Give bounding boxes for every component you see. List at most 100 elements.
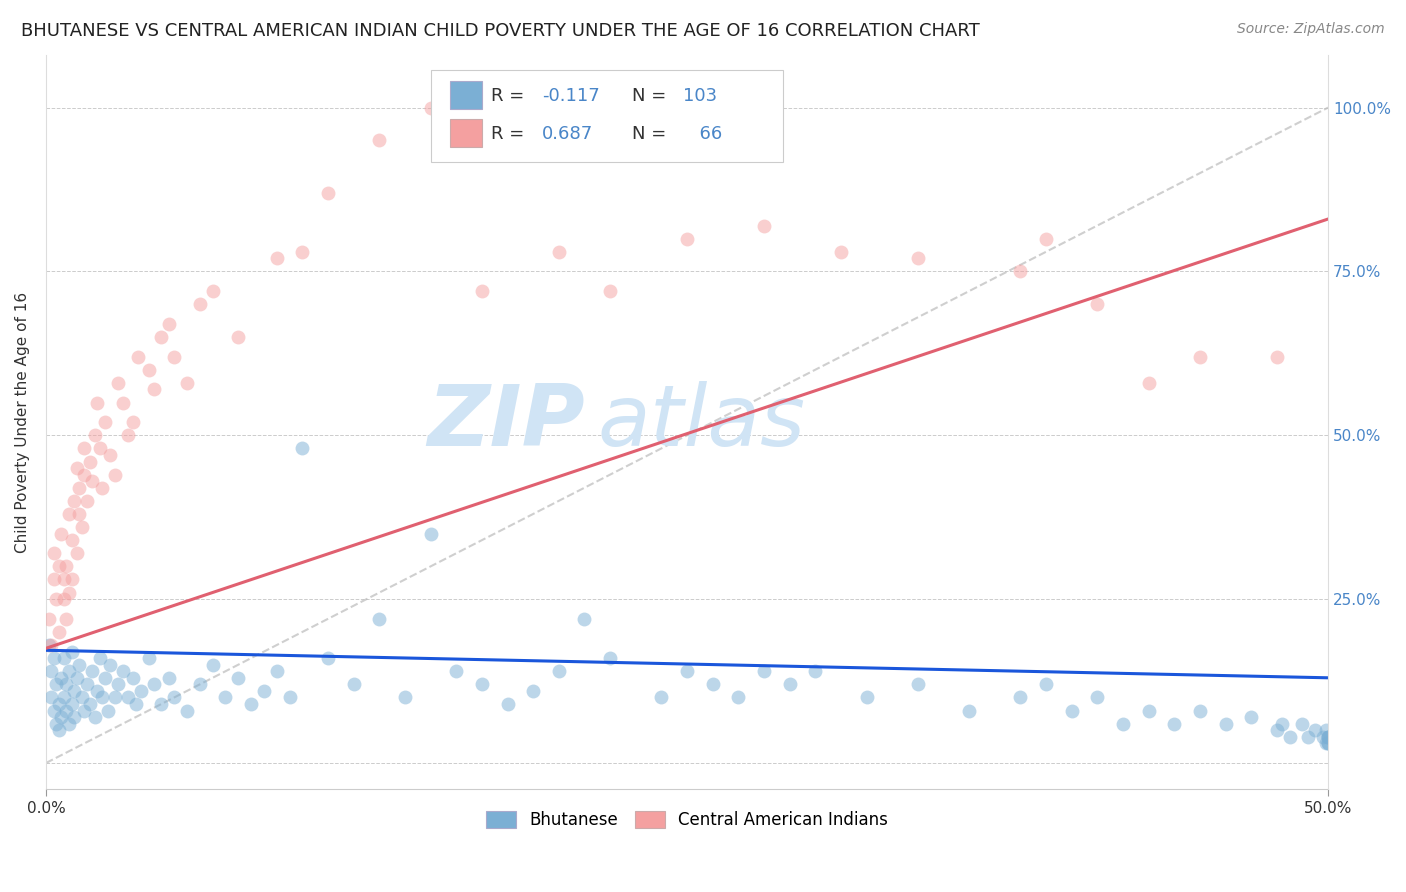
Point [907,677,929,691]
Point [63,710,86,724]
Point [188,677,211,691]
Text: 66: 66 [689,125,723,143]
Point [188,297,211,311]
Point [82,474,104,488]
Point [855,690,877,705]
Point [117,428,139,442]
Point [547,665,569,679]
Point [38,612,60,626]
Point [39,690,62,705]
Point [1265,350,1288,364]
Point [63,493,86,508]
Point [1188,704,1211,718]
Point [142,383,165,397]
Point [176,704,198,718]
Point [650,690,672,705]
Point [73,704,96,718]
Point [1315,736,1337,750]
Point [1060,704,1083,718]
Point [91,481,114,495]
Point [1085,690,1108,705]
Point [107,677,129,691]
Point [58,585,80,599]
Point [1317,730,1340,744]
Point [66,671,89,685]
Point [55,677,77,691]
Point [1137,704,1160,718]
Point [52,651,75,665]
Point [547,244,569,259]
Point [39,665,62,679]
Point [39,638,62,652]
Point [1215,716,1237,731]
Point [76,493,98,508]
Point [79,697,101,711]
Point [1271,716,1294,731]
Point [63,684,86,698]
Point [343,677,366,691]
Point [58,716,80,731]
Point [45,716,67,731]
Point [45,677,67,691]
Point [1035,677,1057,691]
Point [60,533,83,548]
Point [804,665,827,679]
Point [1085,297,1108,311]
Point [278,690,301,705]
Point [48,624,70,639]
Point [89,651,111,665]
Point [48,723,70,738]
Point [60,573,83,587]
Text: R =: R = [491,87,530,104]
Point [471,677,494,691]
Point [51,710,73,724]
Point [419,101,441,115]
Point [55,559,77,574]
Point [1112,716,1135,731]
Point [58,665,80,679]
Point [94,671,117,685]
Point [1317,730,1340,744]
Point [58,507,80,521]
Point [51,526,73,541]
Point [129,684,152,698]
Point [42,546,65,560]
Point [67,657,90,672]
Point [111,395,134,409]
Point [150,330,173,344]
Point [266,252,288,266]
Point [907,252,929,266]
Point [1317,736,1340,750]
Point [122,415,145,429]
Point [52,690,75,705]
Point [446,665,468,679]
Point [599,284,621,298]
Point [60,644,83,658]
Point [676,232,699,246]
Point [51,671,73,685]
Point [70,520,93,534]
Point [1278,730,1301,744]
Point [676,665,699,679]
Point [1305,723,1327,738]
Text: 103: 103 [683,87,717,104]
Point [240,697,263,711]
Text: R =: R = [491,125,530,143]
Point [122,671,145,685]
Point [1296,730,1319,744]
Point [107,376,129,390]
Text: atlas: atlas [598,381,806,464]
Point [599,651,621,665]
Point [752,219,775,233]
Point [42,651,65,665]
Point [55,612,77,626]
Point [138,651,160,665]
Text: BHUTANESE VS CENTRAL AMERICAN INDIAN CHILD POVERTY UNDER THE AGE OF 16 CORRELATI: BHUTANESE VS CENTRAL AMERICAN INDIAN CHI… [21,22,980,40]
Point [48,559,70,574]
Point [82,665,104,679]
Point [1188,350,1211,364]
Point [94,415,117,429]
Point [76,677,98,691]
Point [1291,716,1313,731]
Point [752,665,775,679]
